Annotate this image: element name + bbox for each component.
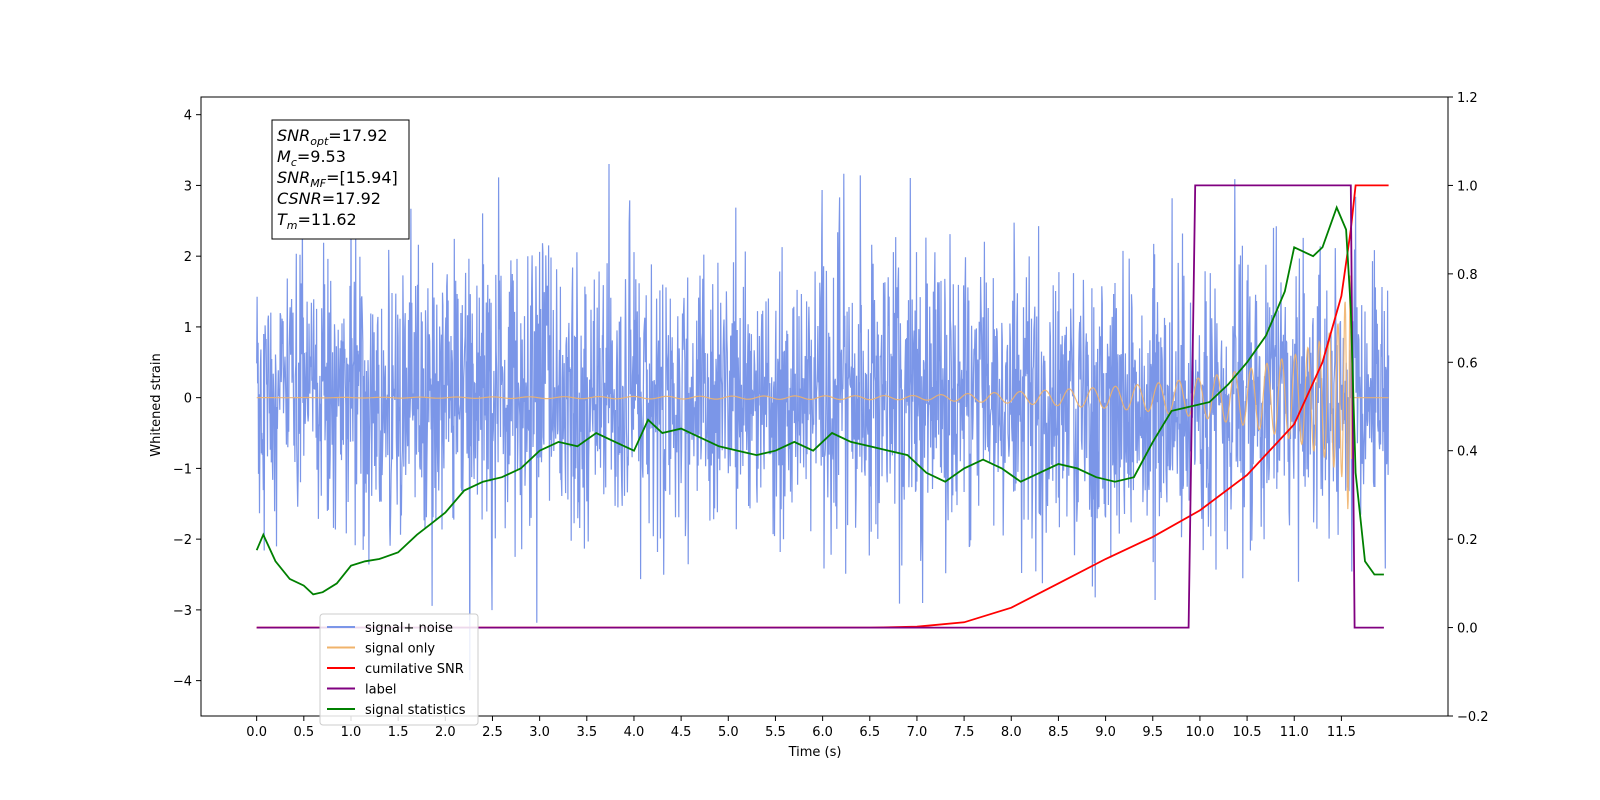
series-signal-noise: [256, 163, 1390, 681]
y-tick-label-left: 0: [184, 392, 192, 407]
legend-frame: [319, 613, 479, 726]
x-axis-label: Time (s): [788, 745, 842, 760]
x-tick-label: 1.5: [388, 725, 409, 740]
x-tick-label: 9.5: [1142, 725, 1163, 740]
y-tick-label-left: −3: [173, 604, 192, 619]
annotation-line: Mc=9.53: [277, 147, 346, 169]
x-tick-label: 11.0: [1280, 725, 1309, 740]
x-tick-label: 8.5: [1048, 725, 1069, 740]
x-tick-label: 10.5: [1233, 725, 1262, 740]
x-tick-label: 6.0: [812, 725, 833, 740]
axes: 0.0 0.5 1.0 1.5 2.0 2.5 3.0 3.5 4.0 4.5 5.0 5.5 6.0 6…: [173, 91, 1489, 740]
y-tick-label-left: 1: [184, 321, 192, 336]
y-tick-label-right: 0.0: [1457, 622, 1478, 637]
x-tick-label: 5.5: [765, 725, 786, 740]
x-tick-label: 3.0: [529, 725, 550, 740]
annotation-line: SNRopt=17.92: [277, 126, 388, 148]
y-tick-label-right: 1.2: [1457, 91, 1478, 106]
y-axis-label: Whitened strain: [149, 353, 164, 456]
annotation-frame: [271, 119, 410, 240]
y-tick-label-left: 3: [184, 179, 192, 194]
x-tick-label: 3.5: [576, 725, 597, 740]
y-tick-label-right: −0.2: [1457, 710, 1489, 725]
legend-label: label: [365, 683, 396, 698]
x-tick-label: 11.5: [1327, 725, 1356, 740]
legend-label: signal statistics: [365, 703, 466, 718]
y-tick-label-right: 0.8: [1457, 268, 1478, 283]
legend-label: signal only: [365, 642, 435, 657]
x-tick-label: 0.0: [246, 725, 267, 740]
legend-label: cumilative SNR: [365, 662, 464, 677]
x-tick-label: 0.5: [293, 725, 314, 740]
y-tick-label-left: 2: [184, 250, 192, 265]
x-tick-label: 4.0: [624, 725, 645, 740]
x-tick-label: 9.0: [1095, 725, 1116, 740]
plot-frame: [200, 96, 1449, 717]
x-tick-label: 2.5: [482, 725, 503, 740]
legend-label: signal+ noise: [365, 621, 453, 636]
series-label: [256, 184, 1384, 629]
y-tick-label-left: −4: [173, 675, 192, 690]
annotation-line: SNRMF=[15.94]: [277, 168, 398, 190]
annotation-line: CSNR=17.92: [277, 189, 381, 208]
x-tick-label: 10.0: [1185, 725, 1214, 740]
x-tick-label: 4.5: [671, 725, 692, 740]
y-tick-label-left: −1: [173, 462, 192, 477]
x-tick-label: 7.0: [907, 725, 928, 740]
series-cumulative-snr: [256, 184, 1389, 629]
y-tick-label-left: 4: [184, 109, 192, 124]
x-tick-label: 5.0: [718, 725, 739, 740]
x-tick-label: 8.0: [1001, 725, 1022, 740]
y-tick-label-right: 0.4: [1457, 445, 1478, 460]
y-tick-label-left: −2: [173, 533, 192, 548]
x-tick-label: 6.5: [859, 725, 880, 740]
annotation-line: Tm=11.62: [277, 210, 357, 232]
legend: signal+ noise signal only cumilative SNR la…: [319, 613, 479, 726]
series-signal-statistics: [255, 205, 1384, 596]
annotation-box: SNRopt=17.92Mc=9.53SNRMF=[15.94]CSNR=17.…: [271, 119, 410, 240]
x-tick-label: 1.0: [341, 725, 362, 740]
series-signal-only: [256, 275, 1389, 510]
x-tick-label: 2.0: [435, 725, 456, 740]
y-tick-label-right: 0.6: [1457, 356, 1478, 371]
plot-area: [255, 163, 1390, 681]
x-tick-label: 7.5: [954, 725, 975, 740]
y-tick-label-right: 0.2: [1457, 533, 1478, 548]
y-tick-label-right: 1.0: [1457, 179, 1478, 194]
